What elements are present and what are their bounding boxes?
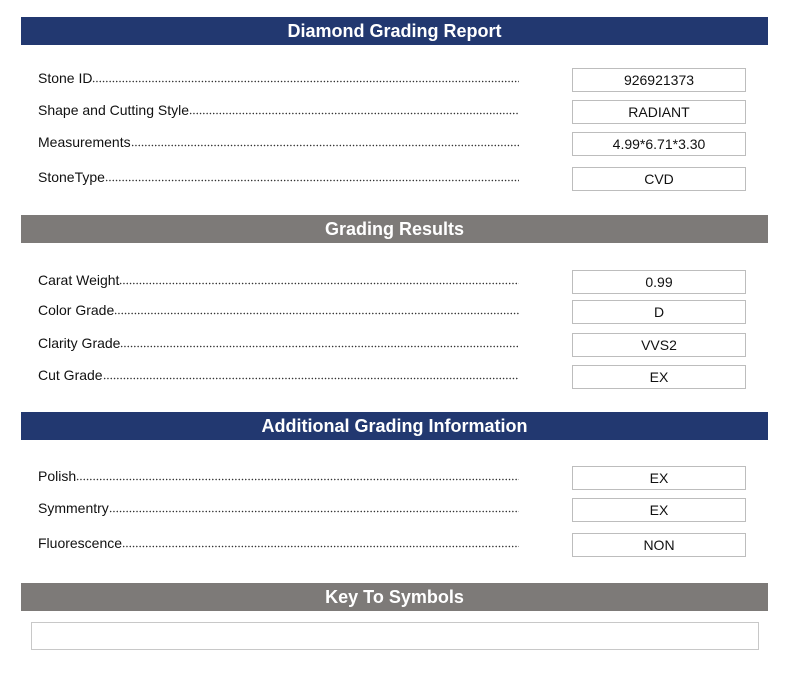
key-box bbox=[31, 622, 759, 650]
label-text: Cut Grade bbox=[38, 367, 103, 383]
leader-dots bbox=[119, 281, 519, 286]
leader-dots bbox=[189, 111, 519, 116]
field-label: Carat Weight bbox=[38, 270, 519, 290]
field-value: RADIANT bbox=[572, 100, 746, 124]
field-value: 0.99 bbox=[572, 270, 746, 294]
field-label: Symmentry bbox=[38, 498, 519, 518]
label-text: Fluorescence bbox=[38, 535, 123, 551]
leader-dots bbox=[114, 311, 519, 316]
label-text: Measurements bbox=[38, 134, 131, 150]
field-value: NON bbox=[572, 533, 746, 557]
leader-dots bbox=[92, 79, 519, 84]
field-label: Clarity Grade bbox=[38, 333, 519, 353]
label-text: Shape and Cutting Style bbox=[38, 102, 189, 118]
leader-dots bbox=[122, 544, 519, 549]
field-value: EX bbox=[572, 498, 746, 522]
leader-dots bbox=[104, 178, 519, 183]
field-label: Fluorescence bbox=[38, 533, 519, 553]
field-value: D bbox=[572, 300, 746, 324]
section-header: Grading Results bbox=[21, 215, 768, 243]
field-label: Cut Grade bbox=[38, 365, 519, 385]
field-label: StoneType bbox=[38, 167, 519, 187]
field-label: Color Grade bbox=[38, 300, 519, 320]
leader-dots bbox=[120, 344, 519, 349]
field-label: Measurements bbox=[38, 132, 519, 152]
field-label: Shape and Cutting Style bbox=[38, 100, 519, 120]
label-text: Stone ID bbox=[38, 70, 93, 86]
leader-dots bbox=[102, 376, 519, 381]
section-header: Diamond Grading Report bbox=[21, 17, 768, 45]
leader-dots bbox=[130, 143, 519, 148]
leader-dots bbox=[108, 509, 519, 514]
field-value: VVS2 bbox=[572, 333, 746, 357]
leader-dots bbox=[76, 477, 519, 482]
label-text: Color Grade bbox=[38, 302, 115, 318]
label-text: StoneType bbox=[38, 169, 105, 185]
label-text: Carat Weight bbox=[38, 272, 120, 288]
field-label: Stone ID bbox=[38, 68, 519, 88]
section-header: Additional Grading Information bbox=[21, 412, 768, 440]
label-text: Polish bbox=[38, 468, 77, 484]
field-value: EX bbox=[572, 365, 746, 389]
label-text: Symmentry bbox=[38, 500, 109, 516]
field-value: CVD bbox=[572, 167, 746, 191]
field-value: 926921373 bbox=[572, 68, 746, 92]
section-header: Key To Symbols bbox=[21, 583, 768, 611]
field-value: EX bbox=[572, 466, 746, 490]
field-value: 4.99*6.71*3.30 bbox=[572, 132, 746, 156]
field-label: Polish bbox=[38, 466, 519, 486]
label-text: Clarity Grade bbox=[38, 335, 121, 351]
